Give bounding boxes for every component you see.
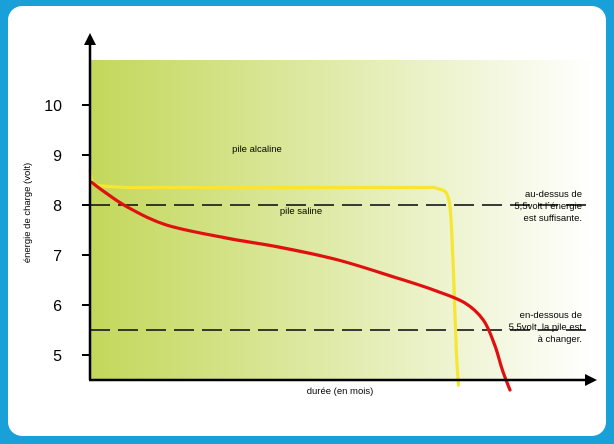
y-tick-label: 8 [53, 198, 62, 215]
y-axis-arrow [84, 33, 96, 45]
annotation-above-line-3: est suffisante. [524, 213, 582, 224]
y-ticks: 5 6 7 8 9 10 [44, 98, 90, 365]
x-axis-title: durée (en mois) [307, 386, 374, 397]
series-label-saline: pile saline [280, 206, 322, 217]
annotation-below-line-2: 5,5volt, la pile est [509, 322, 583, 333]
annotation-below-line-3: à changer. [538, 334, 582, 345]
series-label-alkaline: pile alcaline [232, 144, 282, 155]
y-tick-label: 5 [53, 348, 62, 365]
annotation-above-line-1: au-dessus de [525, 189, 582, 200]
series-line-saline [90, 180, 512, 392]
annotation-below-line-1: en-dessous de [520, 310, 582, 321]
x-axis-arrow [585, 374, 597, 386]
y-tick-label: 7 [53, 248, 62, 265]
y-axis-title: énergie de charge (volt) [22, 163, 33, 263]
plot-background [90, 60, 594, 380]
annotation-above-line-2: 5,5volt l´énergie [514, 201, 582, 212]
series-lines [88, 168, 512, 392]
y-tick-label: 6 [53, 298, 62, 315]
y-tick-label: 10 [44, 98, 62, 115]
y-tick-label: 9 [53, 148, 62, 165]
threshold-lines [90, 204, 594, 331]
